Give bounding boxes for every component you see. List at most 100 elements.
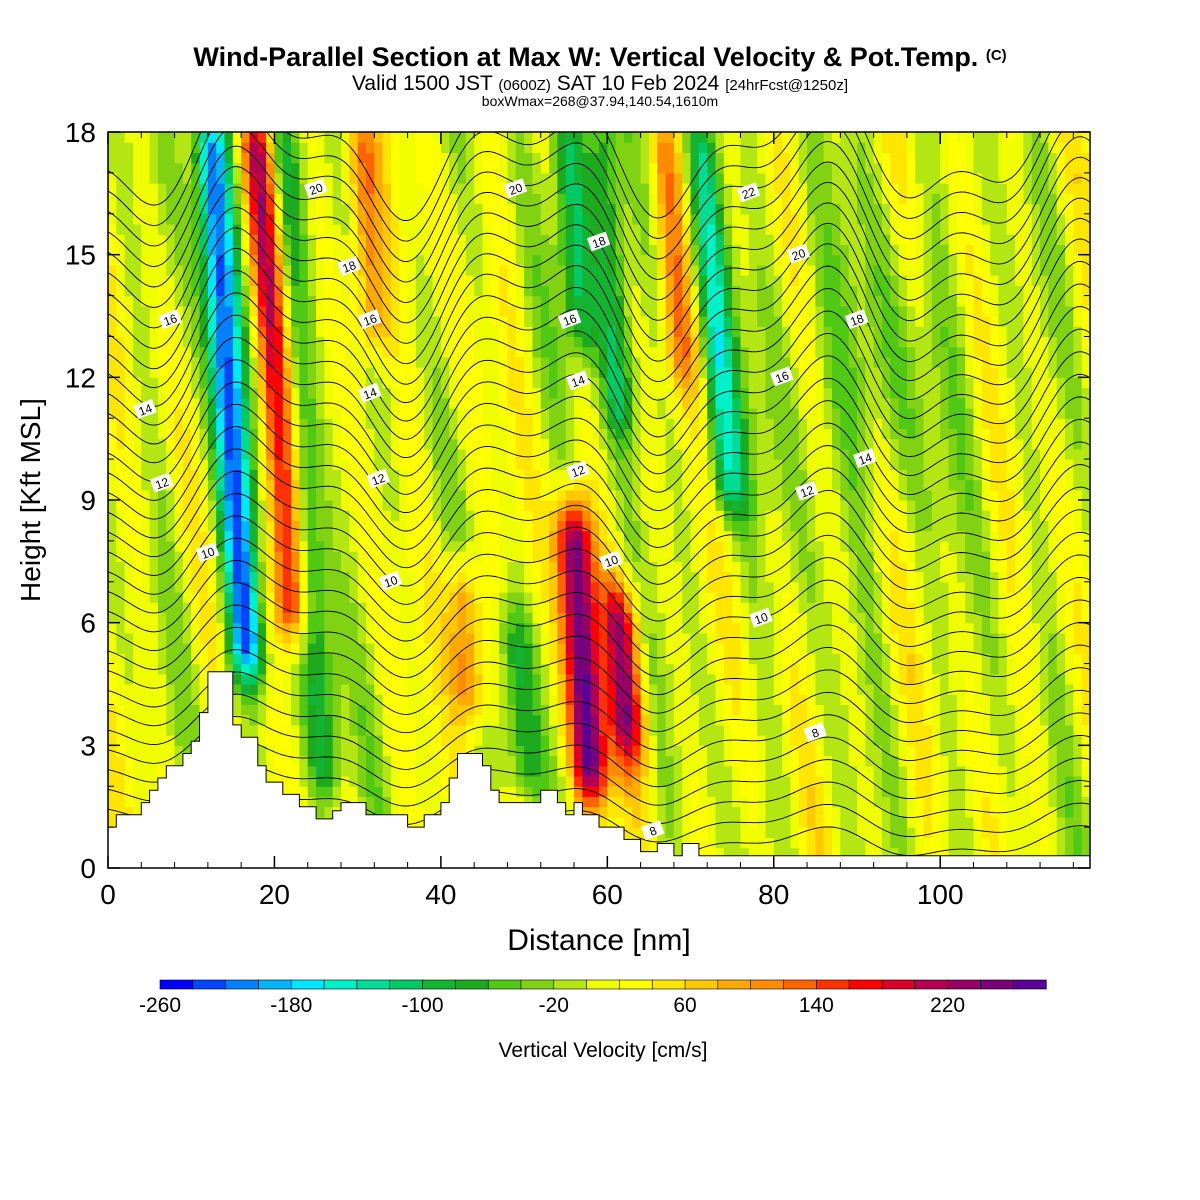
w-cell	[582, 551, 592, 562]
w-cell	[590, 643, 600, 654]
w-cell	[357, 193, 367, 205]
w-cell	[673, 694, 683, 706]
w-cell	[640, 796, 650, 808]
w-cell	[532, 132, 542, 143]
w-cell	[357, 275, 367, 286]
w-cell	[640, 520, 650, 532]
w-cell	[549, 305, 558, 317]
w-cell	[374, 203, 384, 215]
w-cell	[332, 786, 342, 798]
w-cell	[207, 469, 217, 481]
w-cell	[207, 295, 217, 307]
w-cell	[507, 203, 517, 215]
w-cell	[299, 193, 309, 205]
w-cell	[241, 142, 251, 154]
w-cell	[141, 326, 151, 338]
w-cell	[182, 275, 192, 286]
w-cell	[324, 469, 334, 481]
w-cell	[490, 285, 500, 297]
w-cell	[132, 673, 142, 685]
w-cell	[116, 152, 126, 164]
w-cell	[682, 745, 692, 757]
w-cell	[191, 479, 201, 491]
w-cell	[640, 142, 650, 154]
w-cell	[482, 684, 492, 695]
w-cell	[249, 581, 259, 593]
w-cell	[116, 336, 126, 348]
w-cell	[532, 448, 542, 460]
w-cell	[407, 326, 417, 338]
w-cell	[415, 755, 425, 767]
w-cell	[607, 694, 617, 706]
w-cell	[382, 438, 392, 450]
w-cell	[615, 571, 625, 583]
w-cell	[182, 520, 192, 532]
w-cell	[574, 418, 583, 430]
w-cell	[524, 530, 534, 542]
w-cell	[574, 530, 583, 542]
w-cell	[324, 203, 334, 215]
w-cell	[574, 387, 583, 399]
w-cell	[507, 418, 517, 430]
w-cell	[623, 183, 633, 194]
w-cell	[574, 213, 583, 225]
w-cell	[632, 448, 642, 460]
w-cell	[382, 336, 392, 348]
w-cell	[457, 224, 467, 235]
w-cell	[341, 172, 350, 184]
w-cell	[515, 346, 525, 358]
w-cell	[415, 612, 425, 624]
w-cell	[199, 643, 209, 654]
w-cell	[557, 653, 567, 665]
w-cell	[224, 459, 234, 470]
w-cell	[432, 285, 442, 297]
w-cell	[574, 632, 583, 644]
w-cell	[582, 316, 592, 327]
w-cell	[108, 162, 117, 174]
w-cell	[307, 459, 317, 470]
w-cell	[490, 684, 500, 695]
w-cell	[640, 489, 650, 501]
w-cell	[274, 285, 284, 297]
w-cell	[449, 244, 459, 256]
w-cell	[282, 142, 292, 154]
w-cell	[648, 561, 658, 573]
w-cell	[124, 602, 134, 614]
w-cell	[407, 602, 417, 614]
w-cell	[565, 428, 575, 440]
w-cell	[390, 806, 400, 818]
w-cell	[266, 377, 276, 389]
w-cell	[116, 469, 126, 481]
w-cell	[599, 581, 608, 593]
w-cell	[457, 172, 467, 184]
w-cell	[341, 224, 350, 235]
w-cell	[307, 336, 317, 348]
w-cell	[648, 193, 658, 205]
w-cell	[390, 397, 400, 409]
w-cell	[249, 448, 259, 460]
w-cell	[507, 397, 517, 409]
w-cell	[565, 673, 575, 685]
w-cell	[382, 663, 392, 675]
w-cell	[108, 632, 117, 644]
w-cell	[324, 295, 334, 307]
w-cell	[232, 224, 242, 235]
w-cell	[341, 356, 350, 368]
w-cell	[232, 459, 242, 470]
w-cell	[174, 745, 184, 757]
w-cell	[157, 745, 167, 757]
w-cell	[582, 142, 592, 154]
w-cell	[274, 714, 284, 726]
w-cell	[166, 285, 176, 297]
w-cell	[499, 561, 509, 573]
w-cell	[132, 448, 142, 460]
w-cell	[332, 500, 342, 511]
w-cell	[257, 755, 267, 767]
w-cell	[524, 571, 534, 583]
w-cell	[623, 561, 633, 573]
w-cell	[515, 632, 525, 644]
w-cell	[266, 397, 276, 409]
w-cell	[307, 704, 317, 716]
w-cell	[407, 776, 417, 787]
w-cell	[615, 428, 625, 440]
